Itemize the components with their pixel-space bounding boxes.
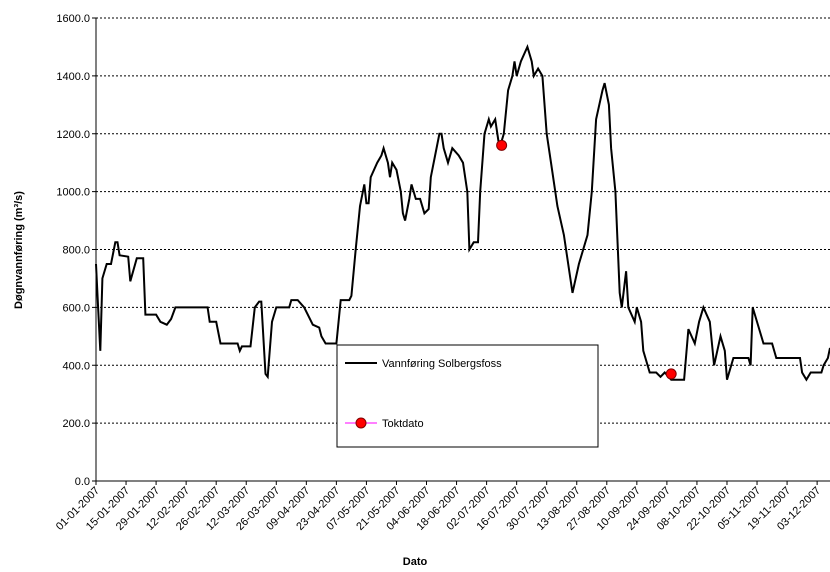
y-tick-label: 400.0: [62, 360, 90, 372]
y-tick-label: 200.0: [62, 418, 90, 430]
y-tick-label: 1000.0: [56, 187, 90, 199]
point: [665, 368, 677, 380]
y-tick-label: 600.0: [62, 302, 90, 314]
legend-marker: [355, 417, 367, 429]
y-tick-label: 0.0: [75, 476, 90, 488]
x-axis-title: Dato: [403, 556, 428, 568]
y-tick-label: 800.0: [62, 245, 90, 257]
y-tick-label: 1600.0: [56, 13, 90, 25]
y-tick-label: 1200.0: [56, 129, 90, 141]
legend-box: [336, 344, 599, 448]
legend-label: Toktdato: [382, 418, 424, 430]
y-axis-title: Døgnvannføring (m³/s): [13, 191, 25, 309]
line: [95, 44, 830, 382]
legend: Vannføring Solbergsfoss Toktdato: [336, 344, 599, 448]
y-tick-label: 1400.0: [56, 71, 90, 83]
legend-label: Vannføring Solbergsfoss: [382, 358, 502, 370]
point: [496, 139, 508, 151]
